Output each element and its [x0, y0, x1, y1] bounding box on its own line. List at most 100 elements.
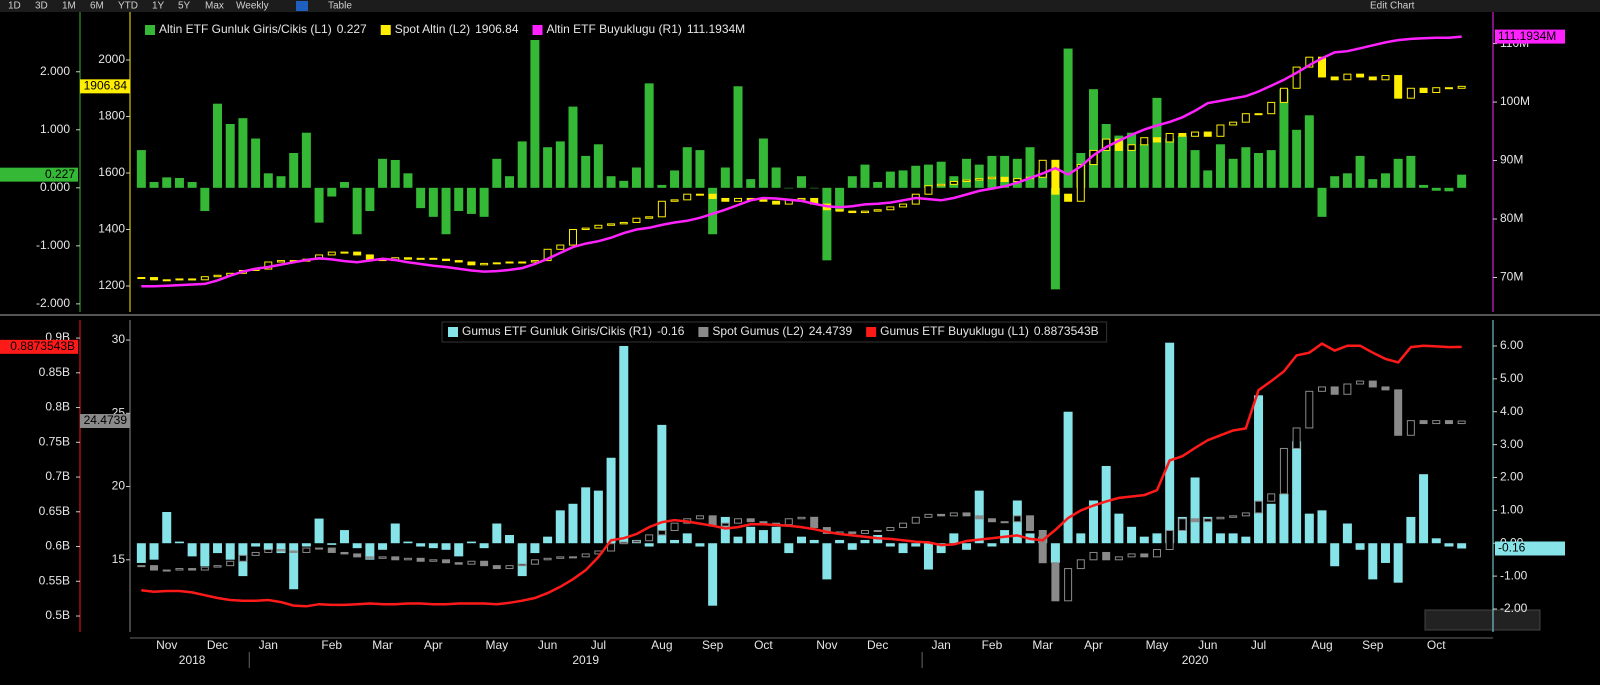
- candle-body: [454, 562, 463, 565]
- bar: [466, 187, 476, 214]
- year-label: 2020: [1182, 653, 1209, 667]
- bar: [670, 170, 680, 188]
- x-tick-label: Sep: [1362, 638, 1384, 652]
- toolbar-button[interactable]: 3D: [35, 1, 48, 12]
- x-tick-label: May: [1146, 638, 1169, 652]
- y-tick-label: 1.00: [1500, 503, 1524, 517]
- bar: [1254, 395, 1264, 544]
- bar: [1444, 187, 1454, 192]
- bar: [390, 523, 400, 544]
- value-tag-label: 0.8873543B: [10, 339, 75, 353]
- candle-body: [1191, 518, 1200, 523]
- y-tick-label: 6.00: [1500, 338, 1524, 352]
- candle-body: [543, 248, 552, 262]
- toolbar-button[interactable]: Table: [328, 1, 352, 12]
- bar: [466, 541, 476, 544]
- candle-body: [683, 193, 692, 201]
- x-tick-label: Jun: [538, 638, 557, 652]
- bar: [1050, 187, 1060, 290]
- candle-body: [1343, 73, 1352, 81]
- toolbar-button[interactable]: YTD: [118, 1, 138, 12]
- toolbar-button[interactable]: Weekly: [236, 1, 269, 12]
- chart-tools[interactable]: [1424, 609, 1541, 631]
- candle-body: [1432, 420, 1441, 425]
- toolbar-button[interactable]: Max: [205, 1, 224, 12]
- candle-body: [987, 176, 996, 180]
- candle-body: [860, 529, 869, 534]
- candle-body: [530, 559, 539, 565]
- candle-body: [695, 193, 704, 196]
- candle-body: [886, 527, 895, 531]
- candle-body: [594, 224, 603, 229]
- y-tick-label: -1.000: [36, 238, 70, 252]
- candle-body: [1064, 193, 1073, 202]
- bar: [213, 103, 223, 188]
- bar: [1292, 441, 1302, 544]
- line: [141, 35, 1462, 288]
- candle-body: [365, 556, 374, 559]
- x-tick-label: Apr: [1084, 638, 1103, 652]
- candle-body: [442, 258, 451, 262]
- bar: [1152, 97, 1162, 188]
- bar: [441, 543, 451, 550]
- bar: [720, 516, 730, 544]
- x-tick-label: Aug: [1311, 638, 1332, 652]
- candle-body: [746, 518, 755, 523]
- x-tick-label: Feb: [982, 638, 1003, 652]
- candle-body: [1267, 493, 1276, 502]
- edit-chart[interactable]: Edit Chart: [1370, 1, 1415, 12]
- x-tick-label: Mar: [1032, 638, 1053, 652]
- value-tag: [80, 414, 130, 429]
- candle-body: [899, 522, 908, 529]
- candle-body: [721, 522, 730, 527]
- bar: [1177, 135, 1187, 188]
- candle-body: [543, 557, 552, 561]
- x-tick-label: Jul: [1251, 638, 1266, 652]
- candle-body: [1127, 144, 1136, 151]
- bar: [644, 543, 654, 547]
- bar: [1190, 477, 1200, 544]
- bar: [619, 345, 629, 544]
- bar: [213, 543, 223, 554]
- chart-icon[interactable]: [296, 1, 308, 11]
- y-tick-label: -2.000: [36, 296, 70, 310]
- toolbar-button[interactable]: 1Y: [152, 1, 165, 12]
- bar: [505, 535, 515, 544]
- bar: [365, 187, 375, 212]
- y-tick-label: 90M: [1500, 153, 1523, 167]
- toolbar-button[interactable]: 5Y: [178, 1, 191, 12]
- candle-body: [1140, 137, 1149, 146]
- bar: [784, 543, 794, 554]
- candle-body: [1051, 159, 1060, 195]
- x-tick-label: Aug: [651, 638, 672, 652]
- bar: [162, 177, 172, 188]
- toolbar-button[interactable]: 1D: [8, 1, 21, 12]
- bar: [200, 543, 210, 567]
- bar: [708, 187, 718, 235]
- y-tick-label: 2.000: [40, 64, 70, 78]
- candle-body: [1368, 76, 1377, 81]
- candle-body: [1064, 568, 1073, 602]
- bar: [162, 512, 172, 544]
- candle-body: [721, 197, 730, 202]
- bar: [771, 526, 781, 544]
- candle-body: [391, 556, 400, 561]
- bar: [1355, 543, 1365, 550]
- legend-value: 0.227: [337, 22, 367, 36]
- candle-body: [251, 551, 260, 556]
- candle-body: [670, 522, 679, 531]
- legend-label: Spot Altin (L2): [395, 22, 470, 36]
- bar: [416, 187, 426, 209]
- candle-body: [581, 227, 590, 231]
- toolbar-button[interactable]: 6M: [90, 1, 104, 12]
- candle-body: [1292, 427, 1301, 449]
- legend-swatch: [380, 25, 391, 35]
- toolbar-button[interactable]: 1M: [62, 1, 76, 12]
- bar: [238, 118, 248, 188]
- candle-body: [1330, 386, 1339, 395]
- legend-swatch: [145, 25, 155, 35]
- bar: [1279, 89, 1289, 188]
- bar: [1419, 474, 1429, 544]
- bar: [263, 173, 273, 188]
- bar: [390, 159, 400, 188]
